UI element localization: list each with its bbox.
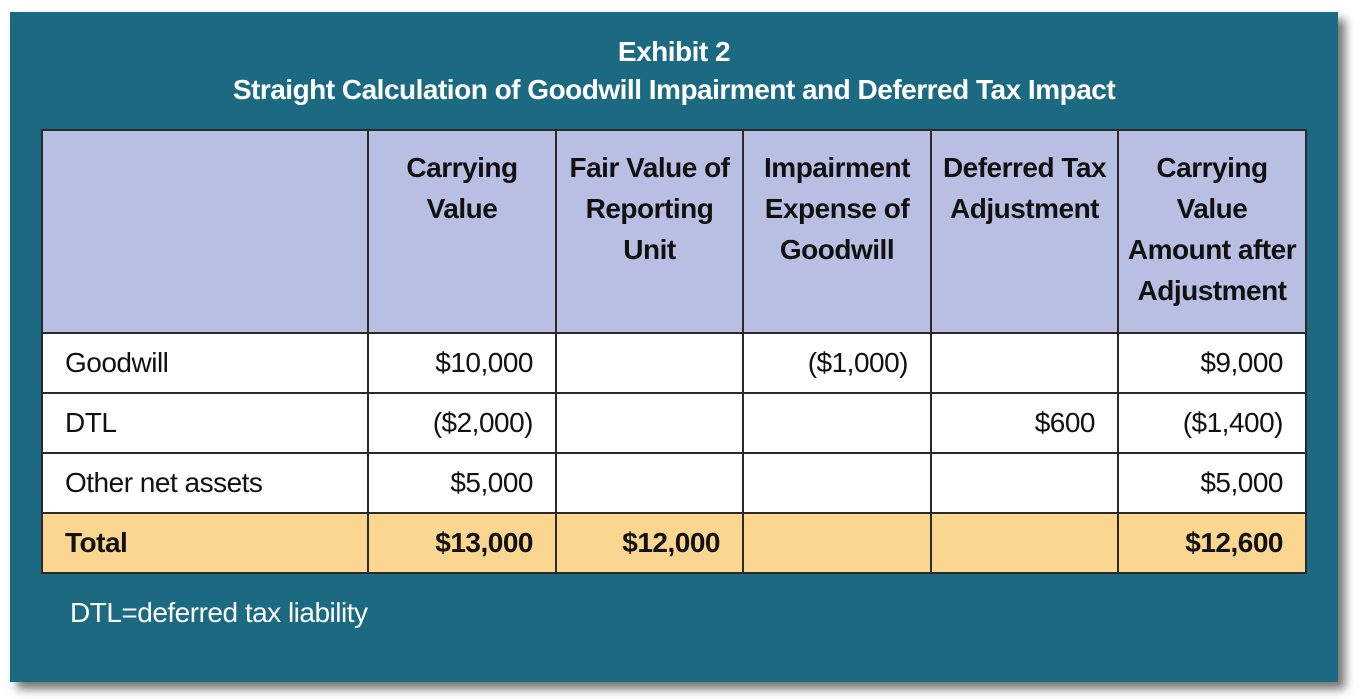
goodwill-impairment-table: Carrying Value Fair Value of Reporting U…: [41, 129, 1307, 574]
cell-impairment-expense: ($1,000): [742, 332, 932, 394]
row-label: DTL: [41, 392, 369, 454]
cell-carrying-value-after: ($1,400): [1117, 392, 1307, 454]
header-impairment-expense: Impairment Expense of Goodwill: [742, 129, 932, 334]
header-carrying-value: Carrying Value: [367, 129, 557, 334]
cell-fair-value: [555, 332, 744, 394]
total-label: Total: [41, 512, 369, 574]
exhibit-title: Straight Calculation of Goodwill Impairm…: [232, 74, 1116, 105]
table-row: DTL ($2,000) $600 ($1,400): [41, 392, 1307, 454]
header-carrying-value-after: Carrying Value Amount after Adjustment: [1117, 129, 1307, 334]
row-label: Goodwill: [41, 332, 369, 394]
header-blank: [41, 129, 369, 334]
total-row: Total $13,000 $12,000 $12,600: [41, 512, 1307, 574]
total-carrying-value-after: $12,600: [1117, 512, 1307, 574]
cell-deferred-tax-adjustment: [930, 332, 1119, 394]
total-fair-value: $12,000: [555, 512, 744, 574]
row-label: Other net assets: [41, 452, 369, 514]
table-row: Goodwill $10,000 ($1,000) $9,000: [41, 332, 1307, 394]
cell-fair-value: [555, 452, 744, 514]
cell-deferred-tax-adjustment: $600: [930, 392, 1119, 454]
cell-carrying-value: $5,000: [367, 452, 557, 514]
cell-impairment-expense: [742, 392, 932, 454]
exhibit-frame: Exhibit 2 Straight Calculation of Goodwi…: [10, 12, 1338, 682]
total-carrying-value: $13,000: [367, 512, 557, 574]
total-impairment-expense: [742, 512, 932, 574]
cell-deferred-tax-adjustment: [930, 452, 1119, 514]
cell-carrying-value-after: $9,000: [1117, 332, 1307, 394]
cell-impairment-expense: [742, 452, 932, 514]
header-fair-value: Fair Value of Reporting Unit: [555, 129, 744, 334]
cell-carrying-value: $10,000: [367, 332, 557, 394]
exhibit-number: Exhibit 2: [617, 36, 731, 67]
cell-carrying-value: ($2,000): [367, 392, 557, 454]
cell-fair-value: [555, 392, 744, 454]
footnote: DTL=deferred tax liability: [70, 597, 368, 628]
header-row: Carrying Value Fair Value of Reporting U…: [41, 129, 1307, 334]
cell-carrying-value-after: $5,000: [1117, 452, 1307, 514]
table-row: Other net assets $5,000 $5,000: [41, 452, 1307, 514]
total-deferred-tax-adjustment: [930, 512, 1119, 574]
header-deferred-tax-adjustment: Deferred Tax Adjustment: [930, 129, 1119, 334]
